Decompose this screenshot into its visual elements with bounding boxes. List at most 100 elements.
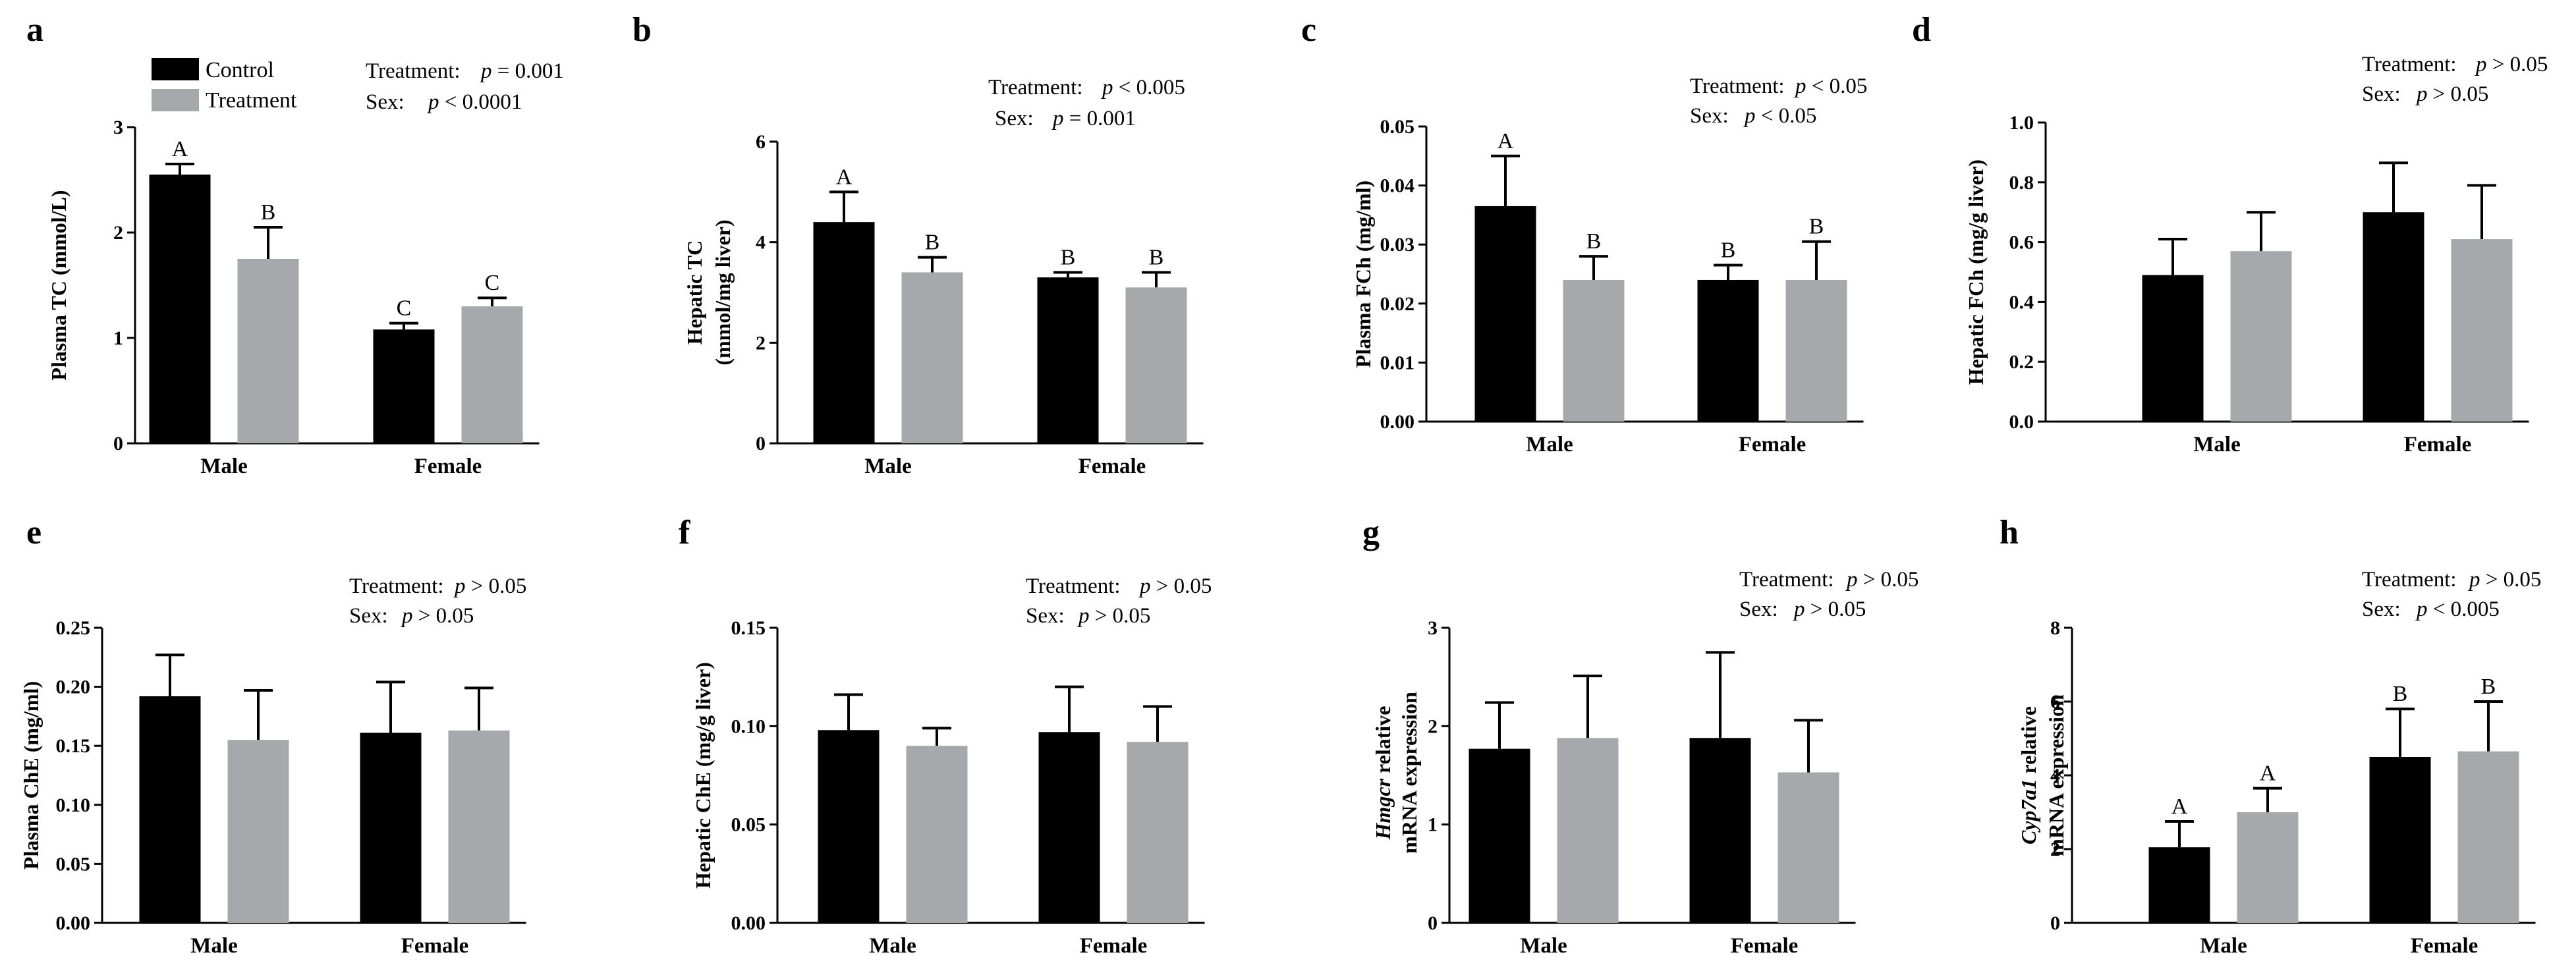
stat-p-text: < 0.05	[1806, 74, 1868, 98]
bar-control-female	[1037, 277, 1099, 443]
panel-letter: c	[1301, 11, 1316, 49]
y-axis-label: Hepatic FCh (mg/g liver)	[1964, 159, 1988, 385]
y-tick-label: 0.05	[1380, 116, 1415, 138]
x-category-label: Female	[414, 455, 482, 478]
y-tick-label: 0.05	[731, 814, 766, 836]
stat-p-text: > 0.05	[466, 574, 527, 598]
x-category-label: Male	[864, 455, 911, 478]
stat-p-symbol: p	[453, 574, 466, 598]
bar-treatment-female	[1778, 772, 1839, 923]
significance-letter: B	[1721, 238, 1736, 263]
y-tick-label: 0	[113, 433, 123, 455]
significance-letter: B	[2393, 682, 2408, 706]
stat-p-text: > 0.05	[1151, 574, 1212, 598]
x-category-label: Female	[401, 934, 469, 958]
bar-treatment-female	[1785, 279, 1847, 422]
panel-e: e 0.00 0.05 0.10 0.15 0.20 0.25 Plasma ChE (mg/…	[19, 514, 526, 958]
stat-value: p > 0.05	[2475, 53, 2548, 76]
stat-p-symbol: p	[1793, 597, 1805, 621]
stat-label: Treatment:	[2362, 568, 2457, 592]
significance-letter: B	[925, 231, 940, 255]
y-axis-label-text: relative	[1371, 706, 1395, 779]
significance-letter: A	[172, 137, 188, 161]
stat-value: p > 0.05	[1077, 604, 1150, 628]
bar-control-female	[360, 733, 422, 923]
significance-letter: B	[1061, 245, 1076, 269]
bar-treatment-female	[2457, 751, 2519, 923]
stat-label: Sex:	[1026, 604, 1065, 628]
stat-p-symbol: p	[1101, 76, 1113, 99]
significance-letter: C	[397, 296, 412, 321]
y-tick-label: 0.00	[56, 912, 91, 934]
bar-control-male	[2148, 847, 2210, 923]
stat-p-symbol: p	[480, 59, 492, 83]
stat-label: Treatment:	[349, 574, 444, 598]
significance-letter: C	[485, 271, 500, 295]
y-tick-label: 0.04	[1380, 175, 1415, 197]
stat-p-symbol: p	[2475, 53, 2487, 76]
bar-treatment-female	[461, 306, 523, 443]
x-category-label: Female	[1731, 934, 1799, 958]
bar-control-female	[1038, 732, 1100, 923]
stat-p-symbol: p	[401, 604, 413, 628]
significance-letter: B	[1809, 215, 1824, 239]
y-tick-label: 8	[2050, 617, 2060, 639]
bar-treatment-female	[1125, 287, 1187, 443]
y-axis-label-text: Plasma ChE (mg/ml)	[19, 681, 43, 870]
y-tick-label: 4	[2050, 765, 2060, 787]
bar-treatment-male	[2237, 812, 2299, 923]
bar-treatment-male	[1563, 279, 1625, 422]
legend-label-treatment: Treatment	[206, 88, 297, 113]
panel-c: c 0.00 0.01 0.02 0.03 0.04 0.05 Plasma FCh (mg/…	[1301, 11, 1867, 457]
bar-treatment-female	[1127, 742, 1189, 923]
y-tick-label: 0.15	[731, 617, 766, 639]
x-category-label: Male	[1526, 433, 1573, 457]
legend-label-control: Control	[206, 58, 274, 82]
bar-control-female	[2369, 757, 2431, 923]
stat-p-text: > 0.05	[2480, 568, 2542, 592]
x-category-label: Male	[1520, 934, 1567, 958]
significance-letter: A	[2260, 761, 2276, 786]
stat-label: Treatment:	[2362, 53, 2457, 76]
bar-control-male	[2142, 275, 2204, 422]
bar-control-male	[818, 730, 880, 923]
y-tick-label: 3	[113, 117, 123, 138]
panel-d: d 0.0 0.2 0.4 0.6 0.8 1.0 Hepatic FCh (mg/g liv…	[1912, 11, 2548, 457]
significance-letter: A	[2171, 794, 2188, 819]
y-axis-label-italic: Cyp7a1	[2017, 779, 2040, 844]
stat-p-symbol: p	[1077, 604, 1090, 628]
panel-letter: b	[632, 11, 652, 49]
panel-b: b 0 2 4 6 Hepatic TC (mmol/mg liver) A B B B Male Fe…	[632, 11, 1204, 478]
y-tick-label: 0.6	[2009, 232, 2034, 254]
bar-control-male	[1474, 206, 1536, 422]
significance-letter: B	[1586, 229, 1602, 254]
stat-p-symbol: p	[1743, 104, 1756, 128]
y-axis-label-text: Plasma FCh (mg/ml)	[1351, 180, 1375, 368]
y-tick-label: 0	[1428, 912, 1438, 934]
stat-p-symbol: p	[1051, 107, 1064, 130]
stat-label: Sex:	[2362, 82, 2401, 106]
stat-label: Treatment:	[366, 59, 461, 83]
stat-value: p < 0.005	[1101, 76, 1185, 99]
y-tick-label: 0.03	[1380, 234, 1415, 256]
panel-f: f 0.00 0.05 0.10 0.15 Hepatic ChE (mg/g liver…	[679, 514, 1212, 958]
y-tick-label: 2	[2050, 839, 2060, 860]
y-tick-label: 0.0	[2009, 411, 2034, 433]
panel-letter: f	[679, 514, 690, 551]
panel-letter: h	[2000, 514, 2019, 551]
y-tick-label: 2	[113, 222, 123, 244]
bar-control-female	[2363, 212, 2424, 422]
stat-label: Treatment:	[1690, 74, 1785, 98]
y-tick-label: 0.25	[56, 617, 91, 639]
y-tick-label: 1	[113, 327, 123, 349]
stat-label: Sex:	[349, 604, 388, 628]
stat-value: p < 0.05	[1794, 74, 1867, 98]
bar-treatment-female	[448, 730, 510, 923]
y-axis-label-text: Hepatic TC	[683, 240, 706, 345]
stat-p-text: = 0.001	[492, 59, 564, 83]
legend-swatch-control	[152, 58, 199, 80]
y-tick-label: 0	[756, 433, 766, 455]
y-tick-label: 3	[1428, 617, 1438, 639]
x-category-label: Male	[2193, 433, 2240, 457]
stat-label: Sex:	[995, 107, 1034, 130]
